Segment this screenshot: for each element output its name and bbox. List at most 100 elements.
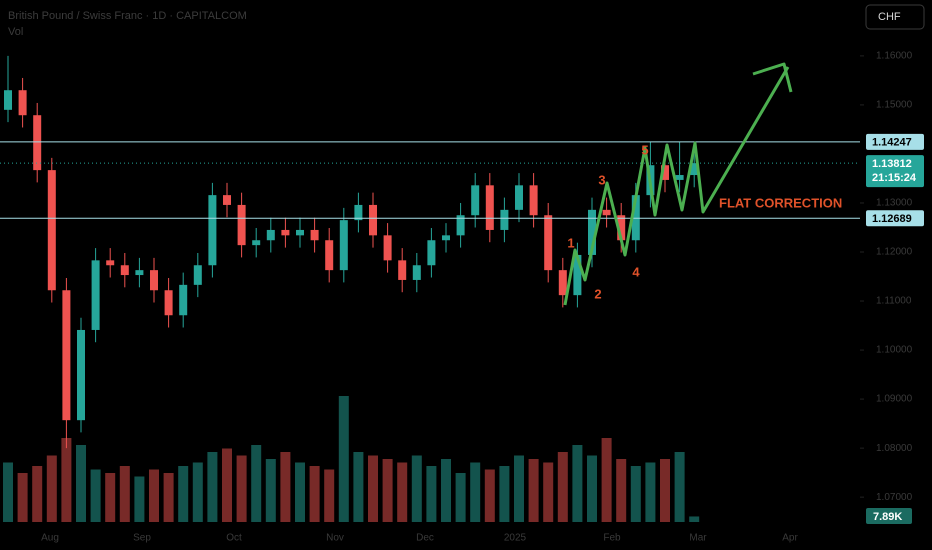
candle-body <box>456 215 465 236</box>
x-tick-label: Apr <box>782 533 798 544</box>
volume-bar <box>178 466 189 522</box>
candle-body <box>398 260 407 280</box>
candle-body <box>339 220 348 271</box>
candle-body <box>193 265 202 285</box>
y-tick-label: 1.08000 <box>876 443 913 454</box>
volume-bar <box>441 459 451 522</box>
volume-bar <box>76 445 86 522</box>
candle-body <box>661 165 669 180</box>
volume-bar <box>382 459 393 522</box>
volume-bar <box>90 469 101 522</box>
wave-label: 1 <box>567 235 574 250</box>
volume-bar <box>543 462 554 522</box>
currency-label[interactable]: CHF <box>878 11 901 23</box>
candle-body <box>485 185 494 230</box>
x-tick-label: Mar <box>689 533 707 544</box>
volume-bar <box>119 466 130 522</box>
candle-body <box>106 260 115 266</box>
candle-body <box>631 195 640 241</box>
volume-bar <box>616 459 627 522</box>
x-tick-label: 2025 <box>504 533 527 544</box>
volume-bar <box>3 462 13 522</box>
x-tick-label: Feb <box>603 533 621 544</box>
candle-body <box>427 240 436 266</box>
candle-body <box>529 185 538 216</box>
volume-bar <box>499 466 510 522</box>
countdown-label: 21:15:24 <box>872 172 917 184</box>
candle-body <box>573 254 582 296</box>
volume-bar <box>601 438 612 522</box>
candle-body <box>266 229 275 241</box>
candle-body <box>62 290 71 421</box>
y-tick-label: 1.07000 <box>876 492 913 503</box>
candle-body <box>675 175 684 180</box>
volume-bar <box>557 452 568 522</box>
price-tag <box>866 210 924 227</box>
volume-bar <box>17 473 28 522</box>
x-tick-label: Sep <box>133 533 151 544</box>
candle-body <box>325 240 334 271</box>
volume-bar <box>251 445 262 522</box>
volume-tag <box>866 508 912 524</box>
volume-bar <box>324 469 335 522</box>
price-tag-label: 1.14247 <box>872 137 912 149</box>
wave-drawing <box>563 66 790 306</box>
volume-bar <box>484 469 495 522</box>
y-tick-label: 1.12000 <box>876 247 913 258</box>
volume-bar <box>295 462 305 522</box>
y-tick-label: 1.10000 <box>876 345 913 356</box>
x-tick-label: Nov <box>326 533 344 544</box>
y-tick-label: 1.16000 <box>876 51 913 62</box>
candle-body <box>471 185 480 216</box>
volume-bar <box>105 473 116 522</box>
candle-body <box>164 290 173 316</box>
volume-bar <box>572 445 583 522</box>
candle-body <box>354 204 363 221</box>
candle-body <box>252 240 261 246</box>
volume-bar <box>630 466 641 522</box>
volume-bar <box>470 462 481 522</box>
candle-body <box>500 209 509 230</box>
volume-bar <box>397 462 408 522</box>
volume-bar <box>426 466 437 522</box>
candle-body <box>544 215 553 271</box>
volume-bar <box>134 476 145 522</box>
volume-bar <box>660 459 670 522</box>
volume-bar <box>353 452 364 522</box>
wave-label: 4 <box>632 264 640 279</box>
currency-button[interactable] <box>865 4 925 30</box>
candle-body <box>412 265 421 280</box>
volume-title: Vol <box>8 26 23 38</box>
volume-bar <box>689 516 700 522</box>
volume-bar <box>587 455 597 522</box>
candle-body <box>588 209 596 255</box>
y-tick-label: 1.15000 <box>876 100 913 111</box>
current-price-tag <box>866 155 924 188</box>
candle-body <box>91 260 100 330</box>
volume-bar <box>528 459 539 522</box>
volume-bar <box>32 466 43 522</box>
candle-body <box>383 235 392 261</box>
candle-body <box>281 229 290 236</box>
candle-body <box>223 195 231 205</box>
candle-body <box>77 329 85 421</box>
volume-bar <box>645 462 656 522</box>
pattern-label: FLAT CORRECTION <box>719 195 842 210</box>
volume-bar <box>455 473 466 522</box>
volume-bar <box>514 455 524 522</box>
candle-body <box>179 284 188 316</box>
volume-bar <box>411 455 422 522</box>
plot-area <box>0 55 860 522</box>
candle-body <box>135 270 144 276</box>
candle-body <box>369 204 377 236</box>
price-axis: 1.16000 1.15000 1.13000 1.12000 1.11000 1.100… <box>860 51 924 524</box>
candle-body <box>208 195 217 266</box>
price-tag-label: 1.12689 <box>872 213 912 225</box>
candle-body <box>120 265 129 276</box>
volume-bar <box>222 448 232 522</box>
candle-body <box>296 229 304 236</box>
y-tick-label: 1.13000 <box>876 198 913 209</box>
volume-bar <box>368 455 378 522</box>
y-tick-label: 1.09000 <box>876 394 913 405</box>
